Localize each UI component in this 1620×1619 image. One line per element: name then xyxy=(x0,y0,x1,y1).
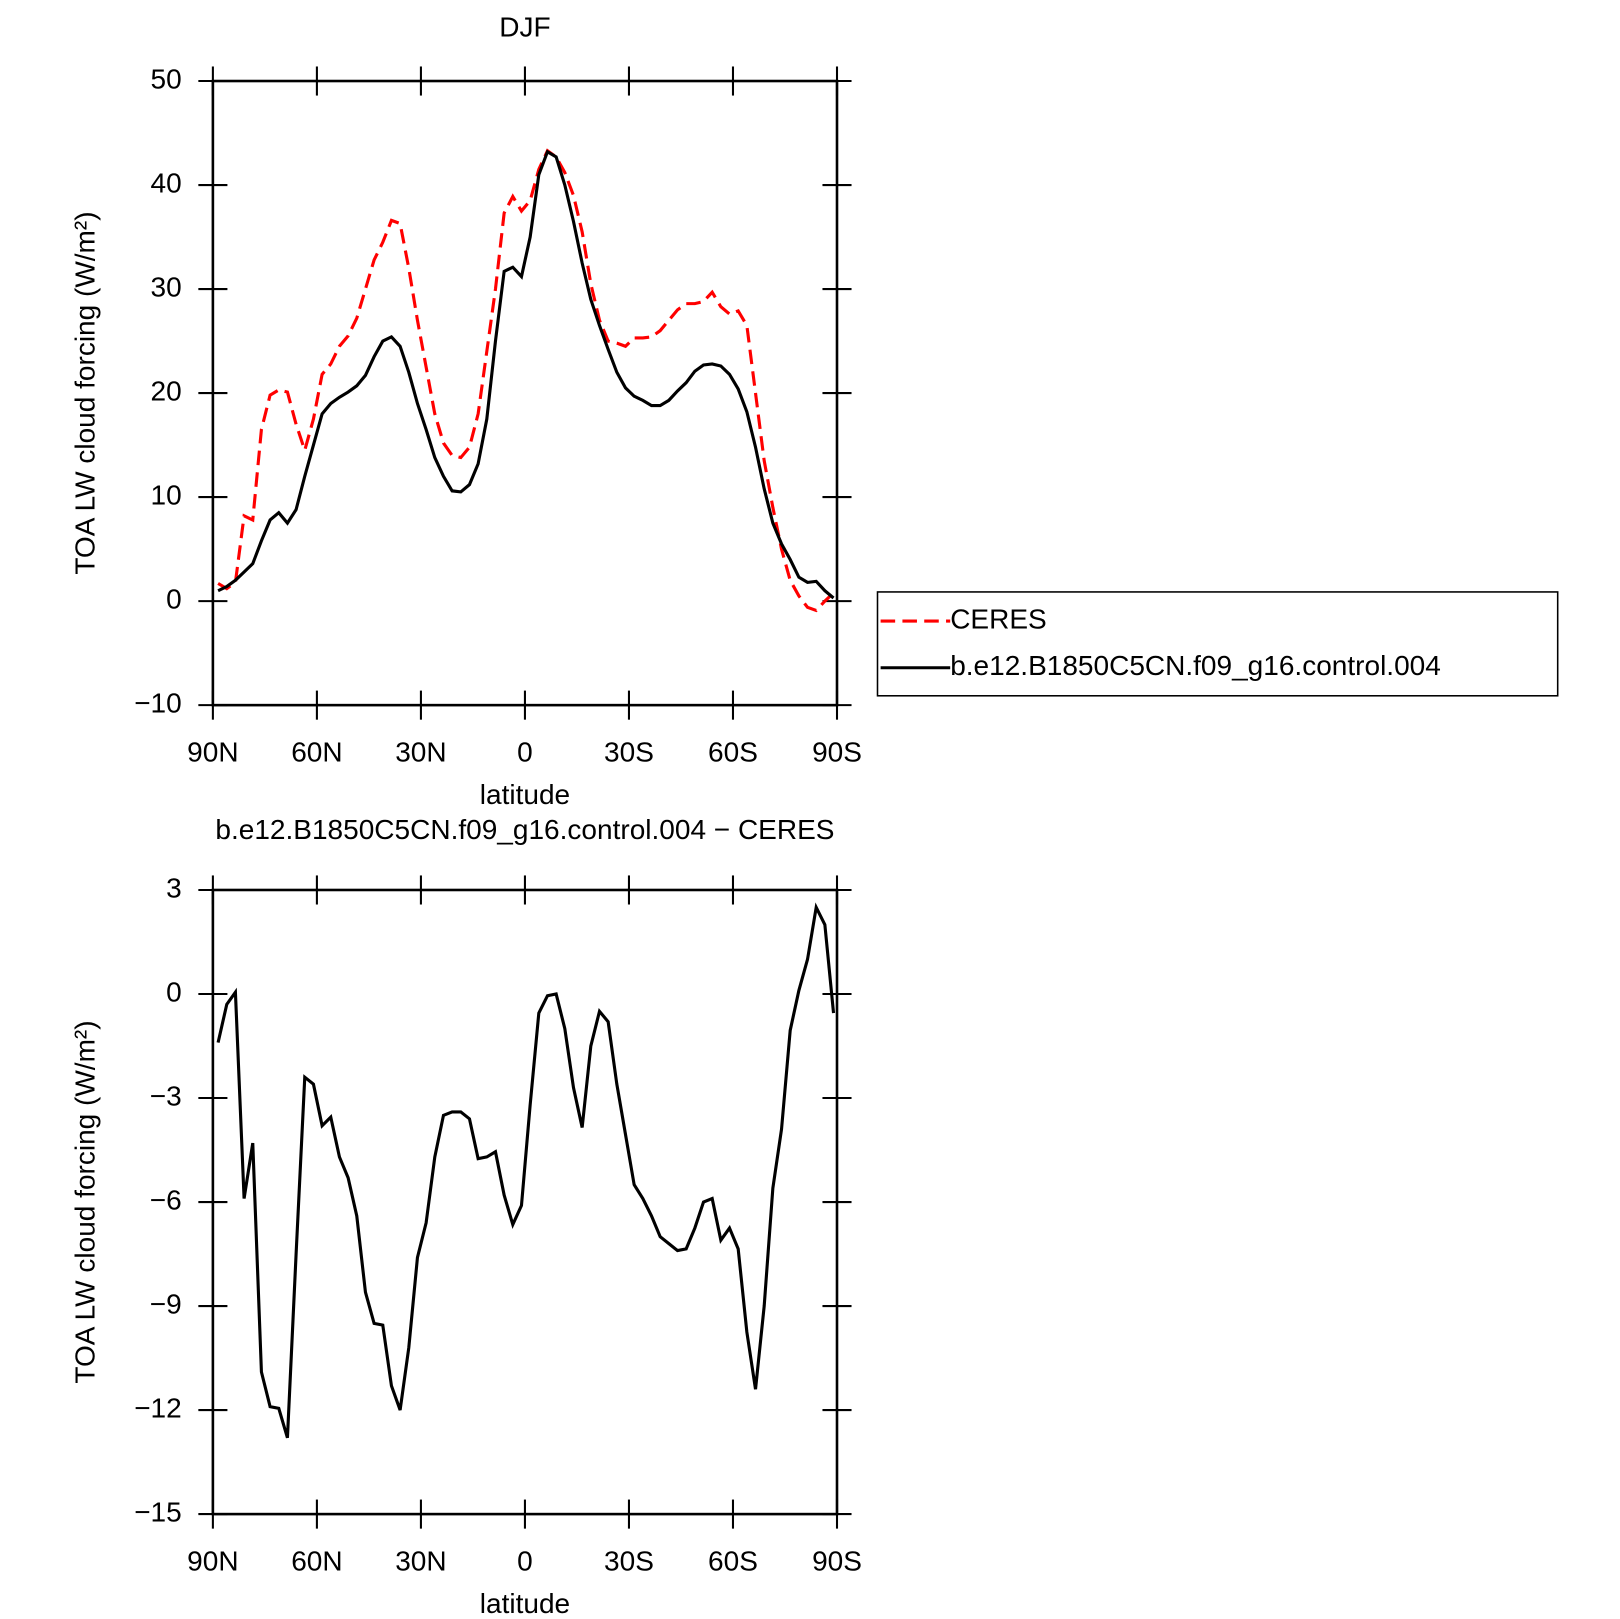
x-tick-label: 60S xyxy=(708,1545,758,1576)
y-tick-label: 0 xyxy=(166,584,182,615)
x-tick-label: 0 xyxy=(517,736,533,767)
data-line xyxy=(217,149,835,600)
x-tick-label: 30S xyxy=(604,1545,654,1576)
y-tick-label: −15 xyxy=(134,1497,182,1528)
x-tick-label: 60N xyxy=(291,736,342,767)
y-tick-label: 50 xyxy=(151,63,182,94)
x-tick-label: 30N xyxy=(395,736,446,767)
y-tick-label: 40 xyxy=(151,167,182,198)
y-tick-label: −12 xyxy=(134,1392,182,1423)
plot-frame xyxy=(211,888,839,1516)
plot-frame xyxy=(211,79,839,707)
chart-title: DJF xyxy=(499,12,550,43)
legend-label: b.e12.B1850C5CN.f09_g16.control.004 xyxy=(950,650,1441,681)
x-tick-label: 0 xyxy=(517,1545,533,1576)
x-tick-label: 90S xyxy=(812,736,862,767)
legend-box xyxy=(876,591,1559,697)
x-tick-label: 60N xyxy=(291,1545,342,1576)
x-tick-label: 90N xyxy=(187,736,238,767)
data-line xyxy=(217,148,835,613)
y-tick-label: 0 xyxy=(166,976,182,1007)
y-tick-label: 20 xyxy=(151,375,182,406)
y-tick-label: 30 xyxy=(151,271,182,302)
x-tick-label: 90S xyxy=(812,1545,862,1576)
x-tick-label: 30S xyxy=(604,736,654,767)
x-tick-label: 90N xyxy=(187,1545,238,1576)
y-axis-label: TOA LW cloud forcing (W/m²) xyxy=(70,211,101,574)
chart-title: b.e12.B1850C5CN.f09_g16.control.004 − CE… xyxy=(215,814,834,845)
y-tick-label: −9 xyxy=(150,1288,182,1319)
data-line xyxy=(216,902,836,1439)
y-axis-label: TOA LW cloud forcing (W/m²) xyxy=(70,1020,101,1383)
x-tick-label: 30N xyxy=(395,1545,446,1576)
y-tick-label: −10 xyxy=(134,688,182,719)
y-tick-label: −6 xyxy=(150,1184,182,1215)
x-axis-label: latitude xyxy=(480,779,570,810)
x-axis-label: latitude xyxy=(480,1588,570,1619)
y-tick-label: 3 xyxy=(166,872,182,903)
x-tick-label: 60S xyxy=(708,736,758,767)
y-tick-label: −3 xyxy=(150,1080,182,1111)
legend-label: CERES xyxy=(950,603,1047,634)
y-tick-label: 10 xyxy=(151,480,182,511)
